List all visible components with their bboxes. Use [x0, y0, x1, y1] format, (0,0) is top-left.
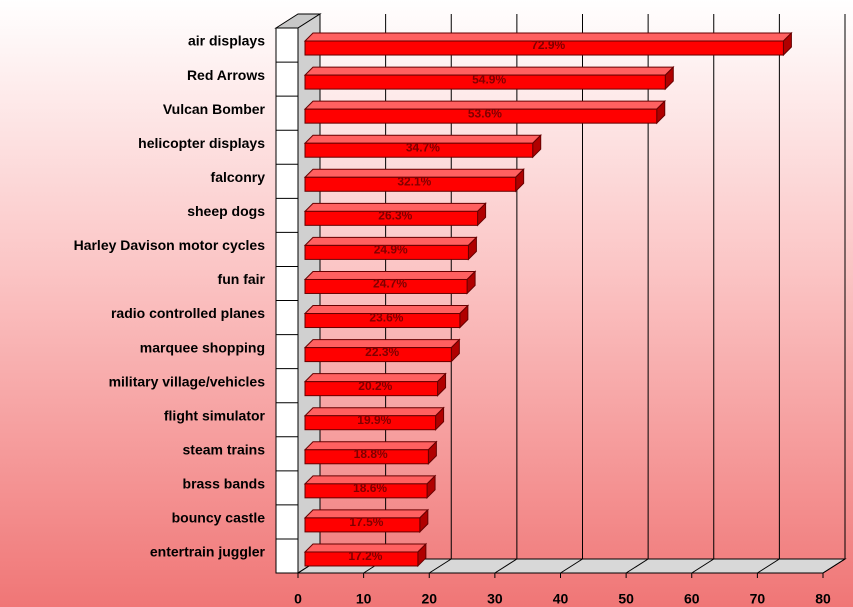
y-tick-label: sheep dogs: [187, 203, 265, 219]
y-tick-label: Harley Davison motor cycles: [74, 237, 266, 253]
bar: [304, 176, 517, 192]
data-label: 17.5%: [349, 515, 383, 529]
bar: [304, 244, 469, 260]
data-label: 18.8%: [354, 447, 388, 461]
floor-grid: [560, 558, 583, 574]
floor-grid: [428, 558, 452, 574]
bar: [304, 313, 461, 329]
data-label: 53.6%: [468, 106, 502, 120]
bar: [304, 517, 421, 533]
data-label: 32.1%: [397, 174, 431, 188]
bar: [304, 40, 784, 56]
data-label: 24.9%: [374, 243, 408, 257]
floor-grid: [691, 558, 715, 574]
x-tick-label: 60: [684, 591, 700, 607]
bar: [304, 142, 534, 158]
y-tick-label: marquee shopping: [140, 339, 265, 355]
floor-grid: [822, 558, 846, 574]
bar: [304, 74, 666, 90]
data-label: 24.7%: [373, 277, 407, 291]
bar: [304, 483, 428, 499]
x-tick-label: 80: [815, 591, 831, 607]
x-tick-label: 20: [421, 591, 437, 607]
data-label: 26.3%: [378, 209, 412, 223]
y-tick-label: military village/vehicles: [109, 373, 266, 389]
x-tick-label: 50: [618, 591, 634, 607]
y-tick-label: air displays: [188, 33, 265, 49]
data-label: 17.2%: [348, 549, 382, 563]
floor-grid: [625, 558, 649, 574]
data-label: 23.6%: [369, 311, 403, 325]
y-tick-label: steam trains: [183, 441, 266, 457]
data-label: 54.9%: [472, 72, 506, 86]
y-tick-label: Vulcan Bomber: [163, 101, 266, 117]
y-tick-label: radio controlled planes: [111, 305, 265, 321]
bar: [304, 210, 479, 226]
data-label: 34.7%: [406, 140, 440, 154]
floor-grid: [494, 558, 518, 574]
y-tick-label: falconry: [211, 169, 266, 185]
data-label: 19.9%: [357, 413, 391, 427]
y-tick-label: fun fair: [218, 271, 266, 287]
bar: [304, 449, 429, 465]
y-tick-label: brass bands: [183, 476, 266, 492]
bar: [304, 278, 468, 294]
data-label: 18.6%: [353, 481, 387, 495]
y-tick-label: flight simulator: [164, 407, 266, 423]
x-tick-label: 40: [553, 591, 569, 607]
x-tick-label: 30: [487, 591, 503, 607]
y-tick-label: bouncy castle: [172, 510, 266, 526]
bar: [304, 415, 437, 431]
data-label: 72.9%: [531, 38, 565, 52]
bar: [304, 108, 658, 124]
floor-grid: [757, 558, 780, 574]
data-label: 20.2%: [358, 379, 392, 393]
y-tick-label: Red Arrows: [187, 67, 265, 83]
y-tick-label: helicopter displays: [138, 135, 265, 151]
x-tick-label: 70: [750, 591, 766, 607]
bar: [304, 347, 452, 363]
data-label: 22.3%: [365, 345, 399, 359]
y-tick-label: entertrain juggler: [150, 544, 266, 560]
x-tick-label: 0: [294, 591, 302, 607]
bar: [304, 381, 439, 397]
x-tick-label: 10: [356, 591, 372, 607]
bar: [304, 551, 419, 567]
